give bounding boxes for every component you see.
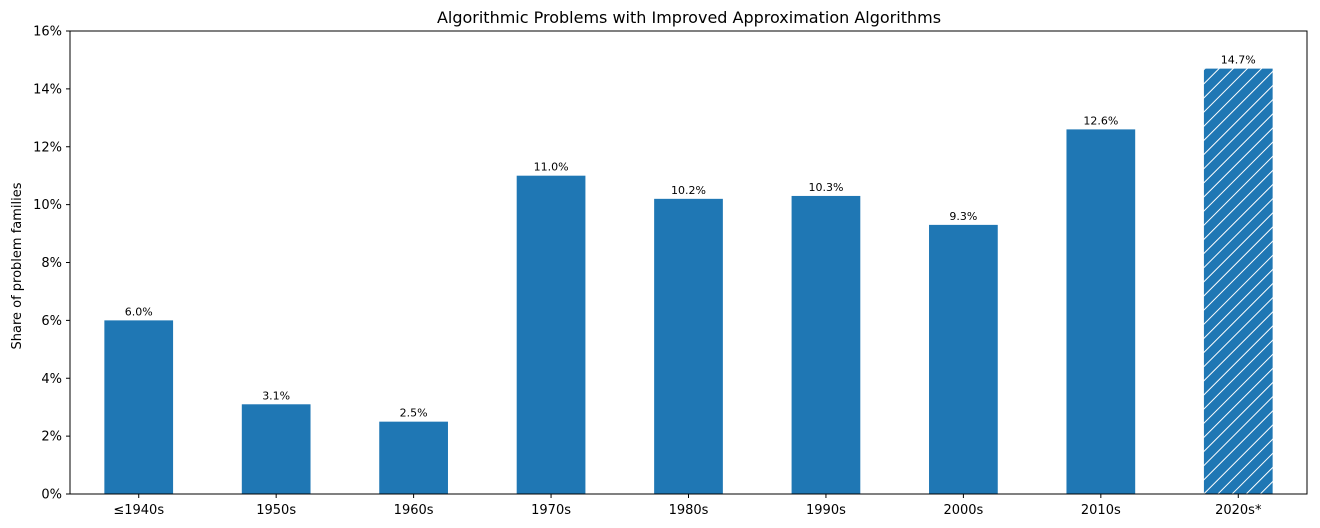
y-tick-label: 16% [33,25,62,40]
bar-value-label: 9.3% [949,210,977,223]
bar-value-label: 10.2% [671,184,706,197]
x-tick-label: 1960s [394,503,434,518]
bar-value-label: 12.6% [1083,114,1118,127]
x-tick-label: 1950s [256,503,296,518]
bar [516,175,586,494]
bar-value-label: 2.5% [400,407,428,420]
x-tick-label: 1980s [669,503,709,518]
plot-area: 6.0% ≤1940s 3.1% 1950s 2.5% 1960s 11.0% 1970s 10… [33,25,1308,518]
x-tick-label: ≤1940s [113,503,164,518]
bar [241,404,311,494]
bar [1066,129,1136,494]
bar [1203,68,1273,495]
bar-value-label: 6.0% [125,305,153,318]
x-tick-label: 1990s [806,503,846,518]
chart-title: Algorithmic Problems with Improved Appro… [437,8,941,27]
y-tick-label: 8% [41,256,62,271]
y-tick-label: 12% [33,140,62,155]
bar-value-label: 11.0% [534,161,569,174]
y-tick-label: 2% [41,430,62,445]
bar-value-label: 14.7% [1221,54,1256,67]
x-tick-label: 2010s [1081,503,1121,518]
x-tick-label: 2000s [943,503,983,518]
bar [379,421,448,494]
y-tick-label: 6% [41,314,62,329]
y-axis-label: Share of problem families [10,182,25,349]
y-tick-label: 14% [33,82,62,97]
bar [929,224,998,494]
bar-value-label: 3.1% [262,389,290,402]
x-tick-label: 2020s* [1215,503,1262,518]
y-tick-label: 4% [41,372,62,387]
bar [104,320,174,494]
bar-value-label: 10.3% [808,181,843,194]
plot-frame [69,30,1308,495]
x-tick-label: 1970s [531,503,571,518]
bar [654,198,723,494]
bar [791,195,861,494]
y-tick-label: 0% [41,488,62,503]
y-tick-label: 10% [33,198,62,213]
